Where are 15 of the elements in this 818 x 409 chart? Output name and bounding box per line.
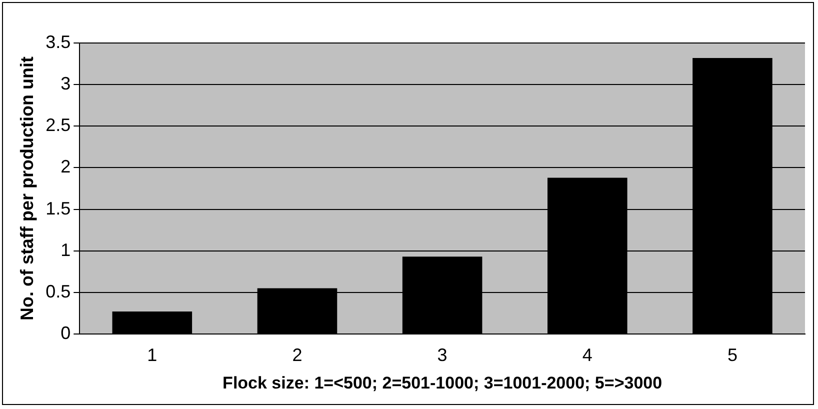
y-tick-label: 2: [60, 156, 71, 177]
y-tick-label: 3.5: [46, 32, 71, 52]
y-tick-label: 0: [60, 322, 71, 343]
x-tick-label: 4: [582, 344, 592, 365]
x-tick-label: 2: [292, 344, 302, 365]
y-tick-label: 3: [60, 74, 71, 94]
y-tick-label: 1.5: [46, 198, 71, 218]
y-tick-label: 1: [60, 240, 71, 260]
y-tick-label: 0.5: [46, 281, 71, 302]
x-tick-label: 5: [727, 344, 738, 365]
x-tick-label: 1: [147, 344, 158, 365]
y-tick-label: 2.5: [46, 115, 71, 136]
x-axis-title: Flock size: 1=<500; 2=501-1000; 3=1001-2000; 5=>3000: [222, 373, 662, 392]
x-tick-label: 3: [437, 344, 448, 365]
y-axis-title: No. of staff per production unit: [16, 56, 37, 320]
